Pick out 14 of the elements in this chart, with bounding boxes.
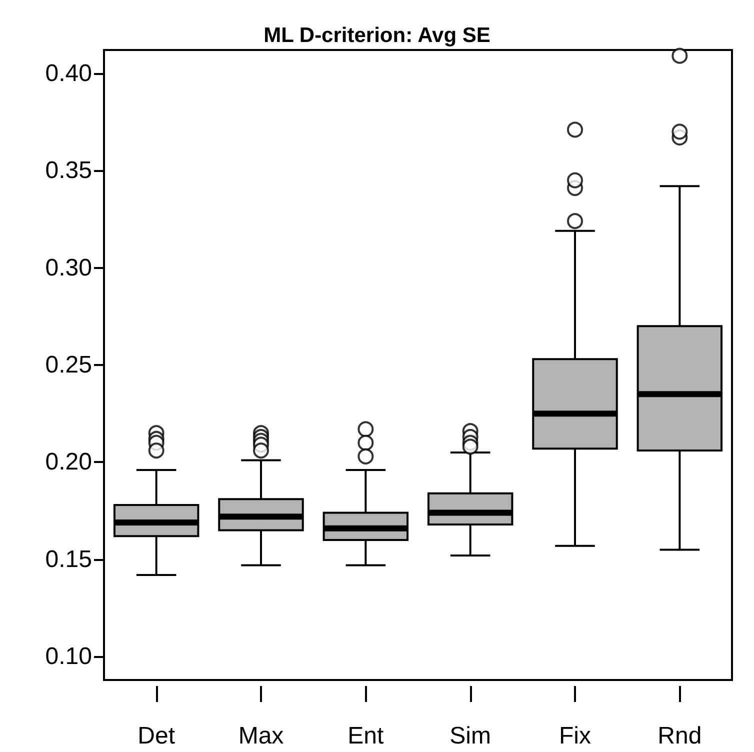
x-tick-label: Det xyxy=(138,722,176,750)
y-tick-label: 0.20 xyxy=(45,448,92,476)
y-tick-label: 0.40 xyxy=(45,60,92,87)
x-tick-label: Sim xyxy=(450,722,492,750)
x-tick-label: Fix xyxy=(559,722,591,750)
y-tick-label: 0.30 xyxy=(45,254,92,282)
x-tick-label: Max xyxy=(238,722,284,750)
y-tick-label: 0.25 xyxy=(45,352,92,378)
x-tick-label: Rnd xyxy=(658,722,702,750)
chart-title: ML D-criterion: Avg SE xyxy=(264,24,490,47)
y-tick-label: 0.15 xyxy=(45,546,92,573)
x-tick-label: Ent xyxy=(348,722,384,750)
y-tick-label: 0.35 xyxy=(45,157,92,184)
y-tick-label: 0.10 xyxy=(45,643,92,670)
